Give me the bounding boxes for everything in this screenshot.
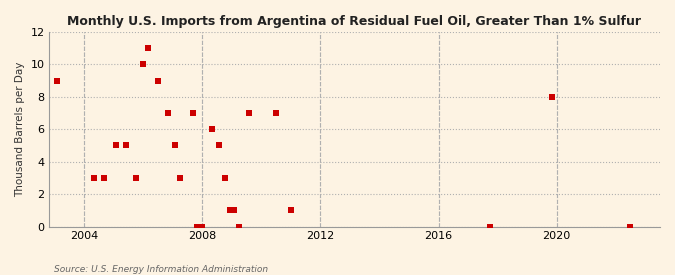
Point (143, 46, 154, 50)
Point (88, 176, 99, 180)
Point (187, 111, 198, 115)
Text: Source: U.S. Energy Information Administration: Source: U.S. Energy Information Administ… (54, 265, 268, 274)
Point (207, 127, 217, 131)
Point (99, 176, 109, 180)
Point (192, 224, 202, 229)
Point (485, 224, 495, 229)
Point (234, 224, 244, 229)
Point (197, 224, 208, 229)
Point (170, 143, 181, 148)
Title: Monthly U.S. Imports from Argentina of Residual Fuel Oil, Greater Than 1% Sulfur: Monthly U.S. Imports from Argentina of R… (68, 15, 641, 28)
Point (175, 176, 186, 180)
Point (130, 176, 141, 180)
Point (153, 78, 163, 83)
Point (546, 95, 557, 99)
Point (121, 143, 132, 148)
Point (625, 224, 636, 229)
Point (219, 176, 230, 180)
Y-axis label: Thousand Barrels per Day: Thousand Barrels per Day (15, 62, 25, 197)
Point (52, 78, 63, 83)
Point (271, 111, 281, 115)
Point (111, 143, 122, 148)
Point (163, 111, 173, 115)
Point (214, 143, 225, 148)
Point (286, 208, 296, 213)
Point (244, 111, 254, 115)
Point (229, 208, 240, 213)
Point (224, 208, 235, 213)
Point (138, 62, 148, 67)
